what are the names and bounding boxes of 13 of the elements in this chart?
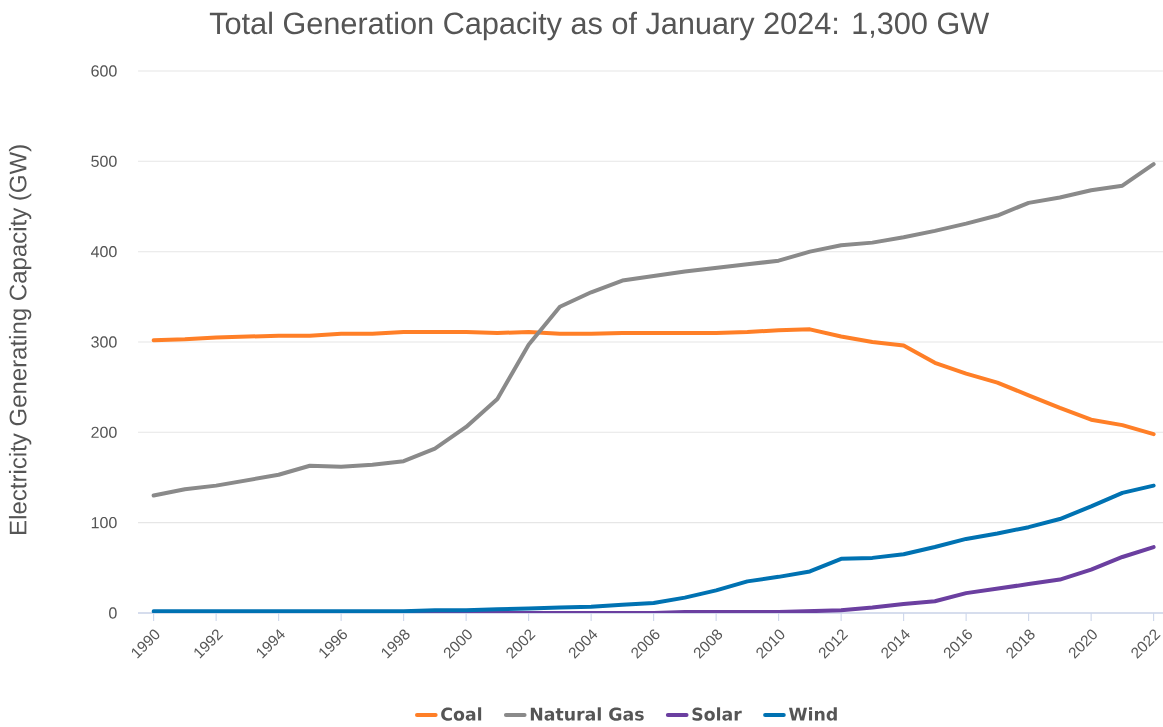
y-tick-label: 300 <box>91 336 117 348</box>
y-tick-label: 200 <box>91 426 117 438</box>
legend-label: Wind <box>788 707 837 721</box>
y-tick-label: 100 <box>91 517 117 529</box>
chart-title: Total Generation Capacity as of January 2024: 1,300 GW <box>209 11 990 41</box>
legend-label: Solar <box>692 707 742 721</box>
legend-label: Coal <box>441 707 482 721</box>
legend-label: Natural Gas <box>530 707 644 721</box>
y-tick-label: 600 <box>91 65 117 77</box>
y-axis-title: Electricity Generating Capacity (GW) <box>8 145 32 534</box>
y-tick-label: 500 <box>91 155 117 167</box>
y-tick-label: 400 <box>90 246 117 258</box>
y-tick-label: 0 <box>109 607 117 619</box>
